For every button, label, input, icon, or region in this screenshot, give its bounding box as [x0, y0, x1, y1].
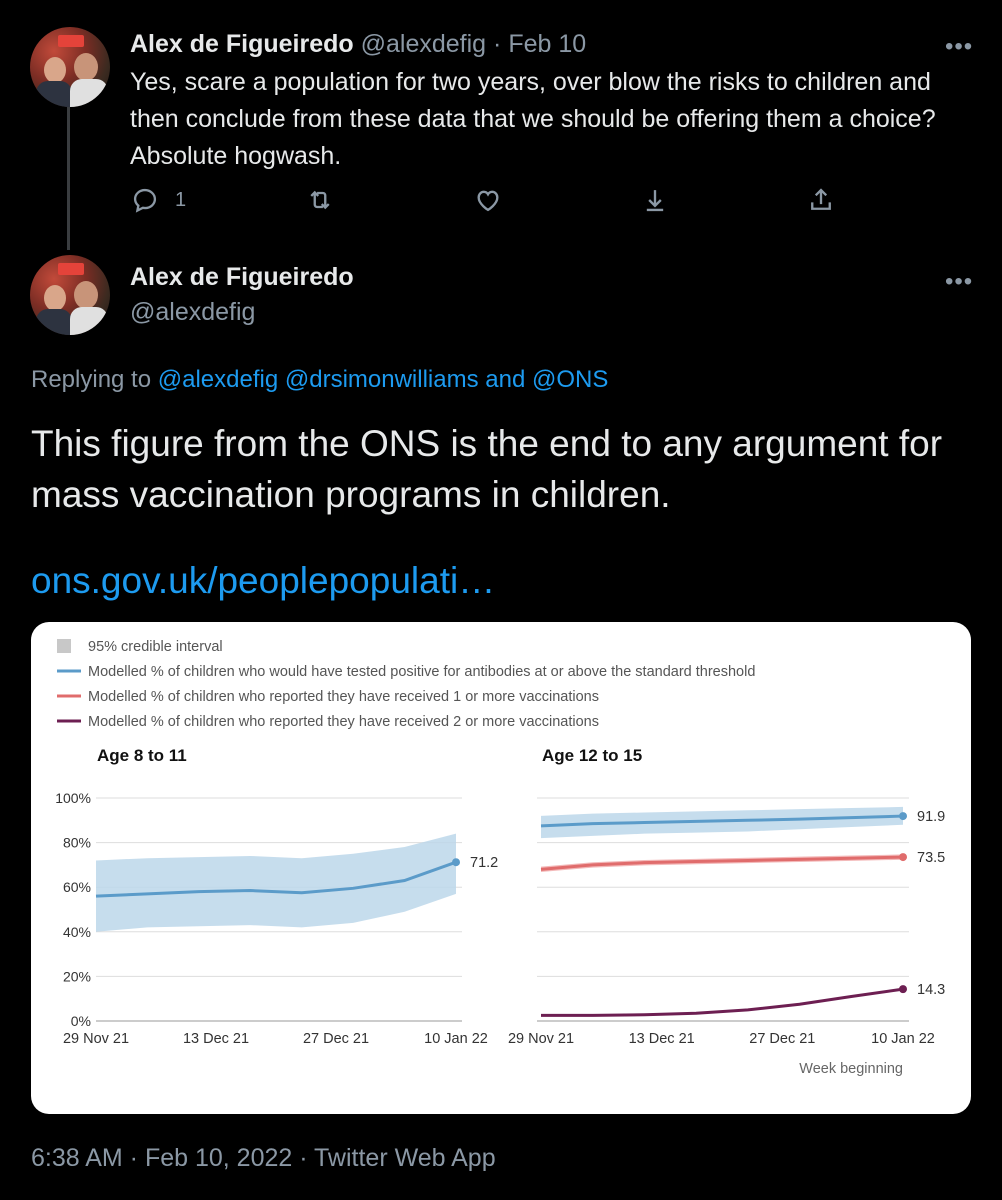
x-tick-label: 13 Dec 21: [629, 1031, 695, 1047]
x-tick-label: 27 Dec 21: [303, 1031, 369, 1047]
y-tick-label: 40%: [63, 924, 91, 940]
two-dose-end-point: [899, 985, 907, 994]
one-dose-line: [540, 855, 904, 871]
author-handle[interactable]: @alexdefig: [130, 298, 256, 326]
antibodies-end-label: 71.2: [470, 855, 498, 871]
author-name[interactable]: Alex de Figueiredo: [130, 30, 354, 58]
antibodies-end-point: [452, 858, 460, 867]
y-tick-label: 80%: [63, 835, 91, 851]
share-button[interactable]: [807, 186, 835, 214]
more-options-icon[interactable]: •••: [945, 33, 974, 60]
panel-title: Age 12 to 15: [542, 746, 642, 765]
tweet-timestamp[interactable]: 6:38 AM · Feb 10, 2022 · Twitter Web App: [31, 1144, 496, 1172]
legend-label: Modelled % of children who reported they…: [88, 689, 599, 705]
share-icon: [811, 188, 831, 210]
legend-swatch-interval: [57, 639, 71, 653]
tweet-link[interactable]: ons.gov.uk/peoplepopulati…: [31, 560, 496, 601]
legend-label: Modelled % of children who would have te…: [88, 664, 755, 680]
retweet-button[interactable]: [306, 186, 334, 214]
mention-link[interactable]: @alexdefig: [157, 366, 279, 393]
author-handle[interactable]: @alexdefig: [360, 30, 487, 58]
x-tick-label: 13 Dec 21: [183, 1031, 249, 1047]
antibodies-line: [540, 814, 904, 828]
reply-button[interactable]: 1: [131, 186, 186, 214]
antibodies-end-label: 91.9: [917, 809, 945, 825]
y-tick-label: 0%: [71, 1013, 91, 1029]
credible-interval-band: [541, 806, 903, 839]
replying-prefix: Replying to: [31, 366, 152, 393]
like-button[interactable]: [474, 186, 502, 214]
y-tick-label: 100%: [55, 790, 91, 806]
credible-interval-band: [96, 833, 456, 932]
bookmark-button[interactable]: [641, 186, 669, 214]
x-tick-label: 27 Dec 21: [749, 1031, 815, 1047]
avatar[interactable]: [30, 27, 110, 107]
mention-link[interactable]: @drsimonwilliams: [284, 366, 479, 393]
tweet-date[interactable]: Feb 10: [508, 30, 587, 58]
and-text: and: [485, 366, 526, 393]
y-tick-label: 60%: [63, 879, 91, 895]
antibodies-line: [95, 860, 457, 898]
tweet-text: Yes, scare a population for two years, o…: [130, 68, 936, 170]
panel-title: Age 8 to 11: [97, 746, 187, 765]
avatar[interactable]: [30, 255, 110, 335]
ons-chart: 95% credible interval Modelled % of child…: [55, 639, 945, 1077]
one-dose-end-point: [899, 853, 907, 862]
attached-chart-image[interactable]: 95% credible interval Modelled % of child…: [31, 622, 971, 1114]
antibodies-end-point: [899, 812, 907, 821]
one-dose-end-label: 73.5: [917, 850, 945, 866]
bookmark-icon: [646, 190, 664, 212]
x-tick-label: 10 Jan 22: [871, 1031, 935, 1047]
retweet-icon: [310, 190, 330, 210]
thread-connector-line: [67, 105, 70, 250]
tweet-actions: 1: [0, 186, 1002, 218]
author-name[interactable]: Alex de Figueiredo: [130, 263, 354, 291]
reply-count: 1: [175, 188, 187, 211]
replying-to: Replying to @alexdefig @drsimonwilliams …: [31, 366, 608, 394]
tweet-text: This figure from the ONS is the end to a…: [31, 423, 943, 515]
more-options-icon[interactable]: •••: [945, 268, 974, 295]
reply-icon: [133, 188, 157, 213]
y-tick-label: 20%: [63, 968, 91, 984]
x-tick-label: 29 Nov 21: [508, 1031, 574, 1047]
like-icon: [477, 190, 499, 212]
two-dose-line: [541, 987, 904, 1017]
x-tick-label: 29 Nov 21: [63, 1031, 129, 1047]
legend-label: Modelled % of children who reported they…: [88, 714, 599, 730]
legend-label: 95% credible interval: [88, 639, 223, 655]
mention-link[interactable]: @ONS: [531, 366, 609, 393]
header-separator: ·: [493, 30, 502, 58]
two-dose-end-label: 14.3: [917, 982, 945, 998]
x-tick-label: 10 Jan 22: [424, 1031, 488, 1047]
x-axis-title: Week beginning: [799, 1061, 903, 1077]
tweet-header: Alex de Figueiredo @alexdefig · Feb 10: [130, 30, 586, 59]
